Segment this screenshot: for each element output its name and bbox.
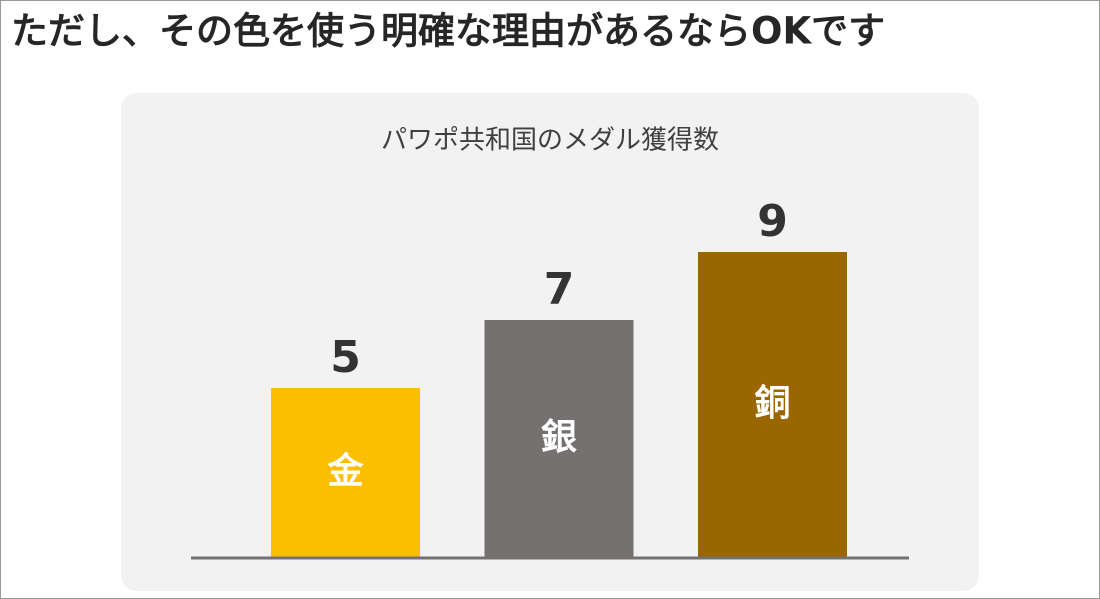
category-label: 銅 [754, 382, 790, 424]
value-label: 5 [330, 332, 361, 383]
bar [271, 388, 420, 558]
category-label: 金 [326, 450, 364, 492]
value-label: 7 [544, 264, 575, 315]
bar [484, 320, 634, 558]
bar [698, 252, 847, 558]
category-label: 銀 [541, 417, 577, 458]
slide-heading: ただし、その色を使う明確な理由があるならOKです [11, 10, 885, 53]
chart-title: パワポ共和国のメダル獲得数 [381, 126, 719, 156]
value-label: 9 [757, 196, 788, 247]
